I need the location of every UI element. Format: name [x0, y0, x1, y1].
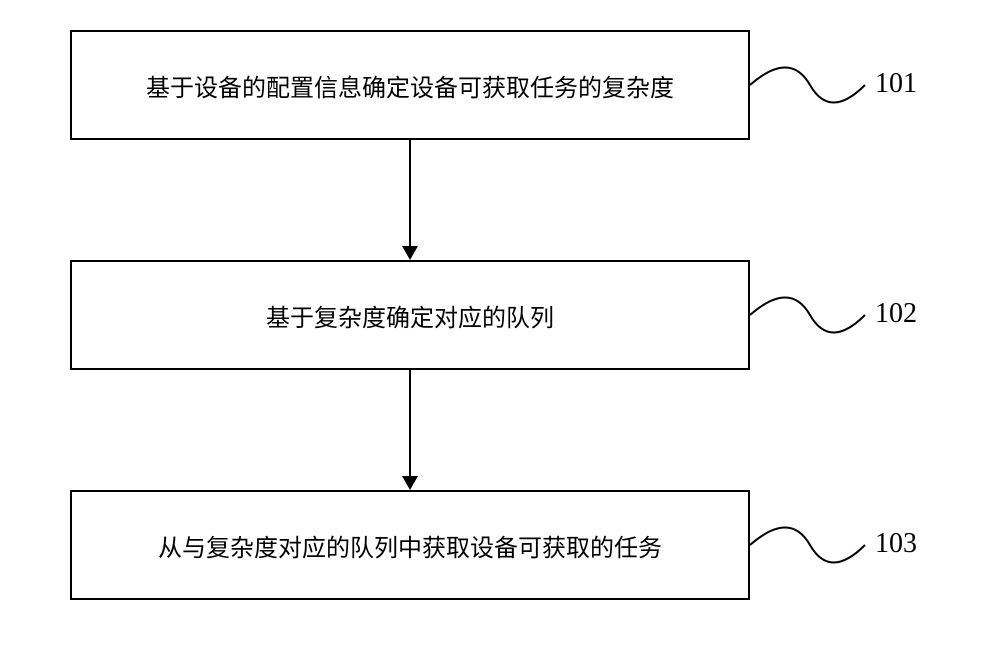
- flow-step-1-text: 基于设备的配置信息确定设备可获取任务的复杂度: [146, 68, 674, 103]
- flow-step-3-label: 103: [875, 528, 917, 560]
- connector-3: [750, 515, 870, 575]
- flow-step-2-label: 102: [875, 298, 917, 330]
- flow-step-3-text: 从与复杂度对应的队列中获取设备可获取的任务: [158, 528, 662, 563]
- connector-1: [750, 55, 870, 115]
- flow-step-3: 从与复杂度对应的队列中获取设备可获取的任务: [70, 490, 750, 600]
- flowchart-container: 基于设备的配置信息确定设备可获取任务的复杂度 101 基于复杂度确定对应的队列 …: [0, 0, 1000, 658]
- connector-2: [750, 285, 870, 345]
- flow-step-1-label: 101: [875, 68, 917, 100]
- flow-step-2-text: 基于复杂度确定对应的队列: [266, 298, 554, 333]
- flow-step-1: 基于设备的配置信息确定设备可获取任务的复杂度: [70, 30, 750, 140]
- flow-step-2: 基于复杂度确定对应的队列: [70, 260, 750, 370]
